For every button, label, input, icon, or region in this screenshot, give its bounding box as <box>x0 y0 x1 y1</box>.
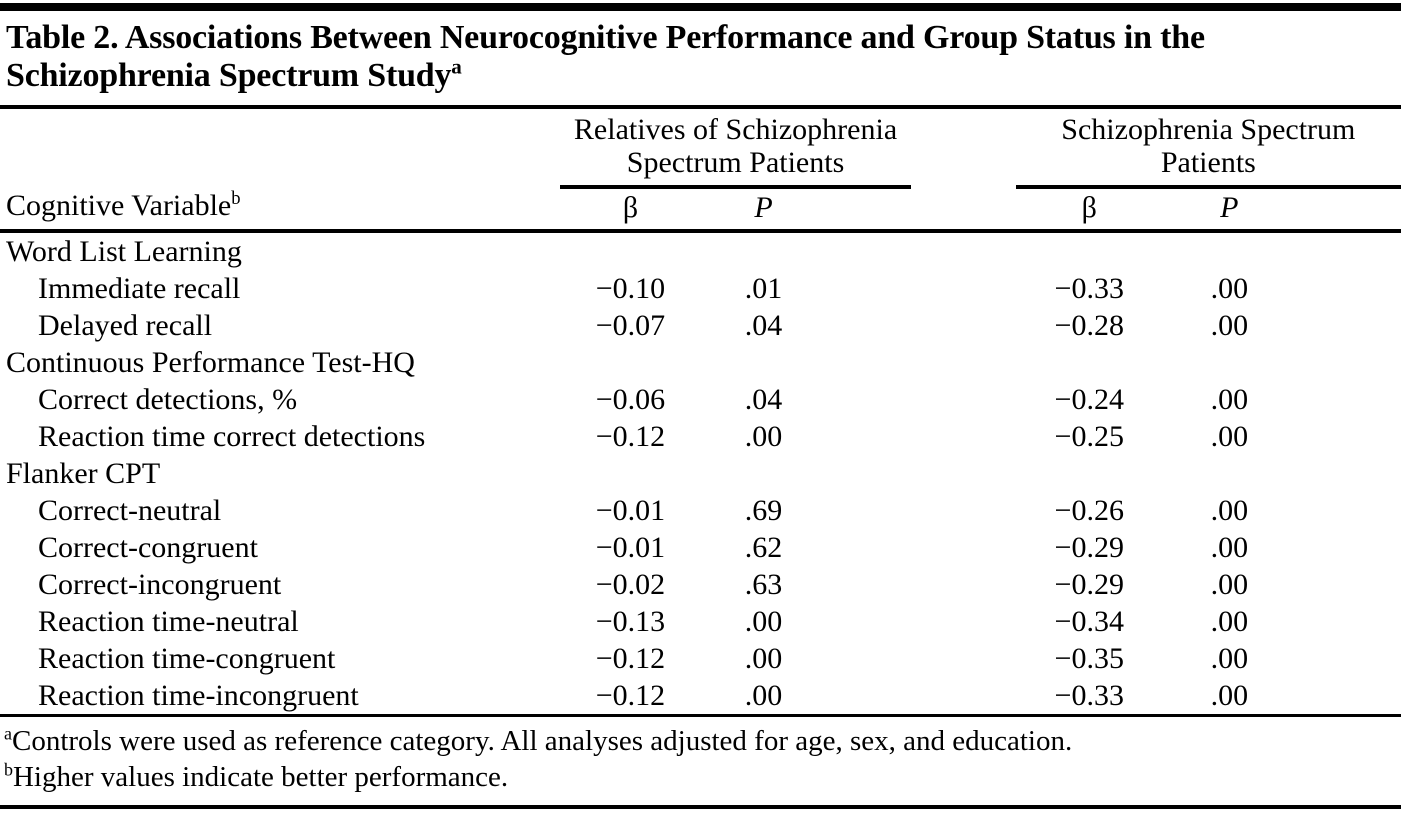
row-label: Continuous Performance Test-HQ <box>6 346 415 379</box>
row-label: Reaction time-neutral <box>38 605 299 638</box>
beta-value-relatives: −0.07 <box>595 309 666 342</box>
beta-value-relatives: −0.01 <box>595 494 666 527</box>
footnote-b: bHigher values indicate better performan… <box>4 759 1391 795</box>
table-row: Delayed recall −0.07 .04 −0.28 .00 <box>0 307 1401 344</box>
row-label: Delayed recall <box>38 309 213 342</box>
table-row: Correct-neutral −0.01 .69 −0.26 .00 <box>0 492 1401 529</box>
p-value-relatives: .00 <box>744 605 783 638</box>
row-label: Reaction time-congruent <box>38 642 336 675</box>
stat-header-row: β P β P <box>0 187 1401 233</box>
spacer-cell <box>1295 187 1401 233</box>
footnote-b-text: Higher values indicate better performanc… <box>12 761 509 793</box>
results-table: Cognitive Variableb Relatives of Schizop… <box>0 109 1401 717</box>
p-value-relatives: .04 <box>744 309 783 342</box>
beta-value-patients: −0.35 <box>1054 642 1124 675</box>
table-footnotes: aControls were used as reference categor… <box>0 717 1401 809</box>
footnote-a-marker: a <box>4 723 12 744</box>
beta-value-relatives: −0.02 <box>595 568 666 601</box>
row-label: Immediate recall <box>38 272 241 305</box>
p-value-relatives: .69 <box>744 494 783 527</box>
beta-column-header-relatives: β <box>560 187 701 233</box>
table-row: Reaction time-neutral −0.13 .00 −0.34 .0… <box>0 603 1401 640</box>
table-row-category: Flanker CPT <box>0 455 1401 492</box>
table-row: Correct-incongruent −0.02 .63 −0.29 .00 <box>0 566 1401 603</box>
row-label: Word List Learning <box>6 235 242 268</box>
footnote-a-text: Controls were used as reference category… <box>11 725 1073 757</box>
table-row: Correct detections, % −0.06 .04 −0.24 .0… <box>0 381 1401 418</box>
beta-value-relatives: −0.12 <box>595 642 666 675</box>
beta-value-relatives: −0.12 <box>595 420 666 453</box>
table-title-text: Table 2. Associations Between Neurocogni… <box>6 19 1205 94</box>
p-value-patients: .00 <box>1210 568 1249 601</box>
table-header: Cognitive Variableb Relatives of Schizop… <box>0 109 1401 233</box>
cognitive-variable-header: Cognitive Variableb <box>0 109 561 233</box>
table-top-rule <box>0 3 1401 11</box>
beta-value-relatives: −0.01 <box>595 531 666 564</box>
footnote-a: aControls were used as reference categor… <box>4 723 1391 759</box>
table-row: Reaction time-congruent −0.12 .00 −0.35 … <box>0 640 1401 677</box>
row-label: Correct-incongruent <box>38 568 282 601</box>
cognitive-variable-footnote-marker: b <box>231 188 241 209</box>
beta-value-patients: −0.34 <box>1054 605 1124 638</box>
cognitive-variable-header-text: Cognitive Variable <box>6 189 232 222</box>
beta-value-relatives: −0.13 <box>595 605 666 638</box>
p-column-header-relatives: P <box>700 187 827 233</box>
table-row: Immediate recall −0.10 .01 −0.33 .00 <box>0 270 1401 307</box>
beta-value-patients: −0.25 <box>1054 420 1124 453</box>
p-value-relatives: .00 <box>744 642 783 675</box>
beta-value-patients: −0.28 <box>1054 309 1124 342</box>
p-value-patients: .00 <box>1210 309 1249 342</box>
table-row: Reaction time-incongruent −0.12 .00 −0.3… <box>0 677 1401 717</box>
row-label: Flanker CPT <box>6 457 161 490</box>
p-value-relatives: .00 <box>700 677 827 717</box>
table-row: Correct-congruent −0.01 .62 −0.29 .00 <box>0 529 1401 566</box>
p-value-patients: .00 <box>1210 272 1249 305</box>
group-header-relatives: Relatives of Schizophrenia Spectrum Pati… <box>560 109 911 189</box>
p-value-patients: .00 <box>1210 531 1249 564</box>
p-value-patients: .00 <box>1210 494 1249 527</box>
row-label: Correct-neutral <box>38 494 222 527</box>
beta-value-patients: −0.24 <box>1054 383 1124 416</box>
p-value-relatives: .00 <box>744 420 783 453</box>
table-row-category: Continuous Performance Test-HQ <box>0 344 1401 381</box>
group-header-patients: Schizophrenia Spectrum Patients <box>1015 109 1401 189</box>
table-title-footnote-marker: a <box>451 54 462 79</box>
beta-value-patients: −0.29 <box>1054 531 1124 564</box>
table-row-category: Word List Learning <box>0 231 1401 270</box>
p-column-header-patients: P <box>1162 187 1296 233</box>
p-value-relatives: .63 <box>744 568 783 601</box>
beta-value-relatives: −0.10 <box>595 272 666 305</box>
table-row: Reaction time correct detections −0.12 .… <box>0 418 1401 455</box>
p-value-patients: .00 <box>1162 677 1296 717</box>
row-label: Reaction time-incongruent <box>0 677 561 717</box>
beta-value-patients: −0.33 <box>1054 272 1124 305</box>
beta-value-patients: −0.26 <box>1054 494 1124 527</box>
beta-value-relatives: −0.12 <box>560 677 701 717</box>
p-value-relatives: .62 <box>744 531 783 564</box>
footnote-b-marker: b <box>4 759 13 780</box>
group-gap-cell <box>910 109 1016 233</box>
p-value-relatives: .01 <box>744 272 783 305</box>
group-header-row: Cognitive Variableb Relatives of Schizop… <box>0 109 1401 233</box>
p-value-patients: .00 <box>1210 642 1249 675</box>
row-label: Reaction time correct detections <box>38 420 426 453</box>
beta-value-patients: −0.29 <box>1054 568 1124 601</box>
p-value-patients: .00 <box>1210 420 1249 453</box>
spacer-cell <box>826 187 911 233</box>
beta-column-header-patients: β <box>1015 187 1163 233</box>
beta-value-patients: −0.33 <box>1015 677 1163 717</box>
p-value-patients: .00 <box>1210 383 1249 416</box>
p-value-patients: .00 <box>1210 605 1249 638</box>
row-label: Correct detections, % <box>38 383 298 416</box>
beta-value-relatives: −0.06 <box>595 383 666 416</box>
table-title: Table 2. Associations Between Neurocogni… <box>0 11 1401 109</box>
table-body: Word List Learning Immediate recall −0.1… <box>0 231 1401 717</box>
p-value-relatives: .04 <box>744 383 783 416</box>
row-label: Correct-congruent <box>38 531 258 564</box>
